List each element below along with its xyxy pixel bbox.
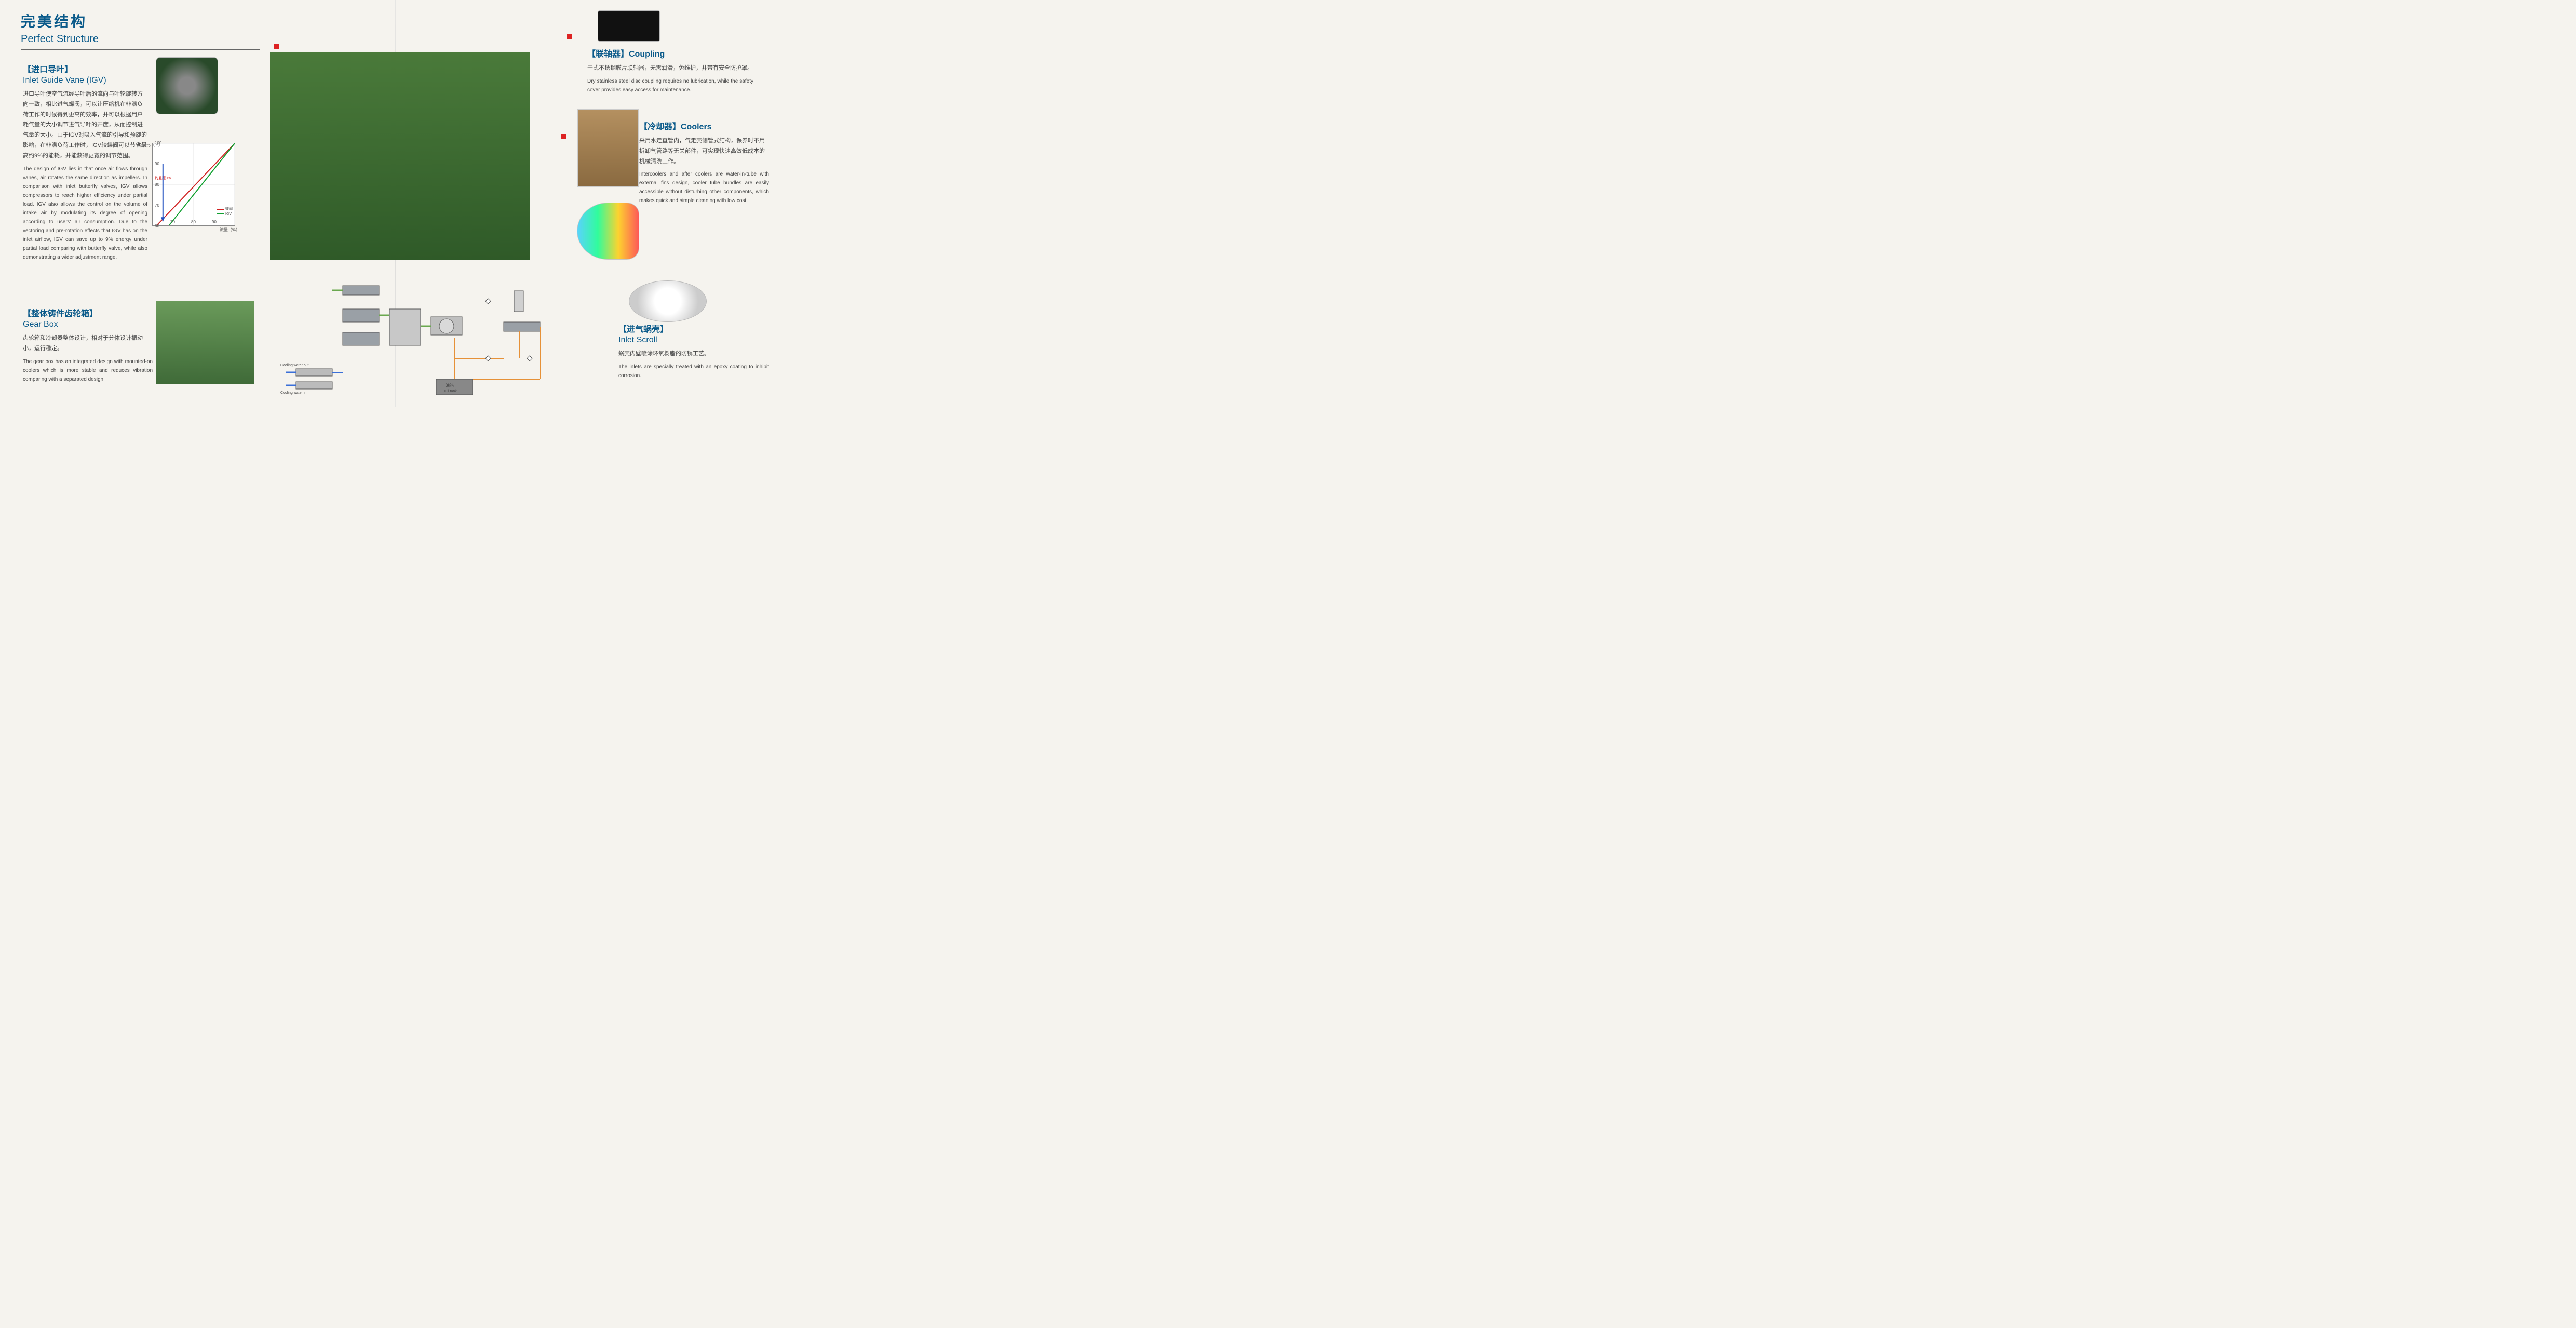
coupling-body-cn: 干式不锈钢膜片联轴器，无需润滑，免维护，并带有安全防护罩。	[587, 63, 753, 74]
callout-marker	[561, 134, 566, 139]
cooler-photo	[577, 109, 639, 187]
coolers-body-cn: 采用水走直管内，气走壳侧管式结构，保养时不用拆卸气管路等无关部件，可实现快速高效…	[639, 136, 769, 167]
gearbox-title-en: Gear Box	[23, 320, 153, 329]
coupling-photo	[598, 10, 660, 42]
inlet-scroll-body-en: The inlets are specially treated with an…	[618, 363, 769, 380]
igv-title-en: Inlet Guide Vane (IGV)	[23, 76, 147, 85]
callout-marker	[567, 34, 572, 39]
section-coolers: 【冷却器】Coolers 采用水走直管内，气走壳侧管式结构，保养时不用拆卸气管路…	[639, 119, 769, 205]
igv-body-cn: 进口导叶使空气流经导叶后的流向与叶轮旋转方向一致，相比进气蝶阀，可以让压缩机在非…	[23, 89, 147, 162]
igv-body-en: The design of IGV lies in that once air …	[23, 165, 147, 262]
coupling-body-en: Dry stainless steel disc coupling requir…	[587, 77, 753, 95]
svg-text:Cooling water out: Cooling water out	[280, 364, 309, 367]
section-igv: 【进口导叶】 Inlet Guide Vane (IGV) 进口导叶使空气流经导…	[23, 62, 147, 262]
coolers-title: 【冷却器】Coolers	[639, 119, 769, 132]
gearbox-title-cn: 【整体铸件齿轮箱】	[23, 306, 153, 319]
inlet-scroll-title-cn: 【进气蜗壳】	[618, 322, 769, 334]
svg-text:Oil tank: Oil tank	[444, 390, 457, 393]
igv-efficiency-chart: 动力比（%） 流量（%） 约差距9% 蝶阀IGV 708090607080901…	[152, 143, 235, 226]
chart-xlabel: 流量（%）	[220, 227, 240, 233]
igv-title-cn: 【进口导叶】	[23, 62, 147, 75]
chart-legend: 蝶阀IGV	[217, 207, 233, 217]
inlet-scroll-body-cn: 蜗壳内壁喷涂环氧树脂的防锈工艺。	[618, 349, 769, 359]
brochure-spread: 完美结构 Perfect Structure 【进口导叶】 Inlet Guid…	[0, 0, 790, 407]
main-compressor-photo	[270, 52, 530, 260]
section-coupling: 【联轴器】Coupling 干式不锈钢膜片联轴器，无需润滑，免维护，并带有安全防…	[587, 47, 753, 95]
coolers-body-en: Intercoolers and after coolers are water…	[639, 170, 769, 205]
callout-marker	[274, 44, 279, 49]
inlet-scroll-title-en: Inlet Scroll	[618, 336, 769, 345]
gearbox-photo	[156, 301, 254, 384]
cooler-cfd-render	[577, 203, 639, 260]
gearbox-body-en: The gear box has an integrated design wi…	[23, 357, 153, 384]
section-inlet-scroll: 【进气蜗壳】 Inlet Scroll 蜗壳内壁喷涂环氧树脂的防锈工艺。 The…	[618, 322, 769, 380]
svg-text:Cooling water in: Cooling water in	[280, 391, 306, 395]
coupling-title: 【联轴器】Coupling	[587, 47, 753, 59]
inlet-scroll-photo	[629, 280, 707, 322]
gearbox-body-cn: 齿轮箱和冷却器整体设计，相对于分体设计振动小，运行稳定。	[23, 333, 153, 354]
page-title-en: Perfect Structure	[21, 33, 260, 50]
section-gearbox: 【整体铸件齿轮箱】 Gear Box 齿轮箱和冷却器整体设计，相对于分体设计振动…	[23, 306, 153, 384]
igv-photo	[156, 57, 218, 114]
lubrication-schematic: Cooling water out Cooling water in 油箱 Oil t…	[280, 280, 561, 400]
svg-text:油箱: 油箱	[446, 383, 454, 388]
